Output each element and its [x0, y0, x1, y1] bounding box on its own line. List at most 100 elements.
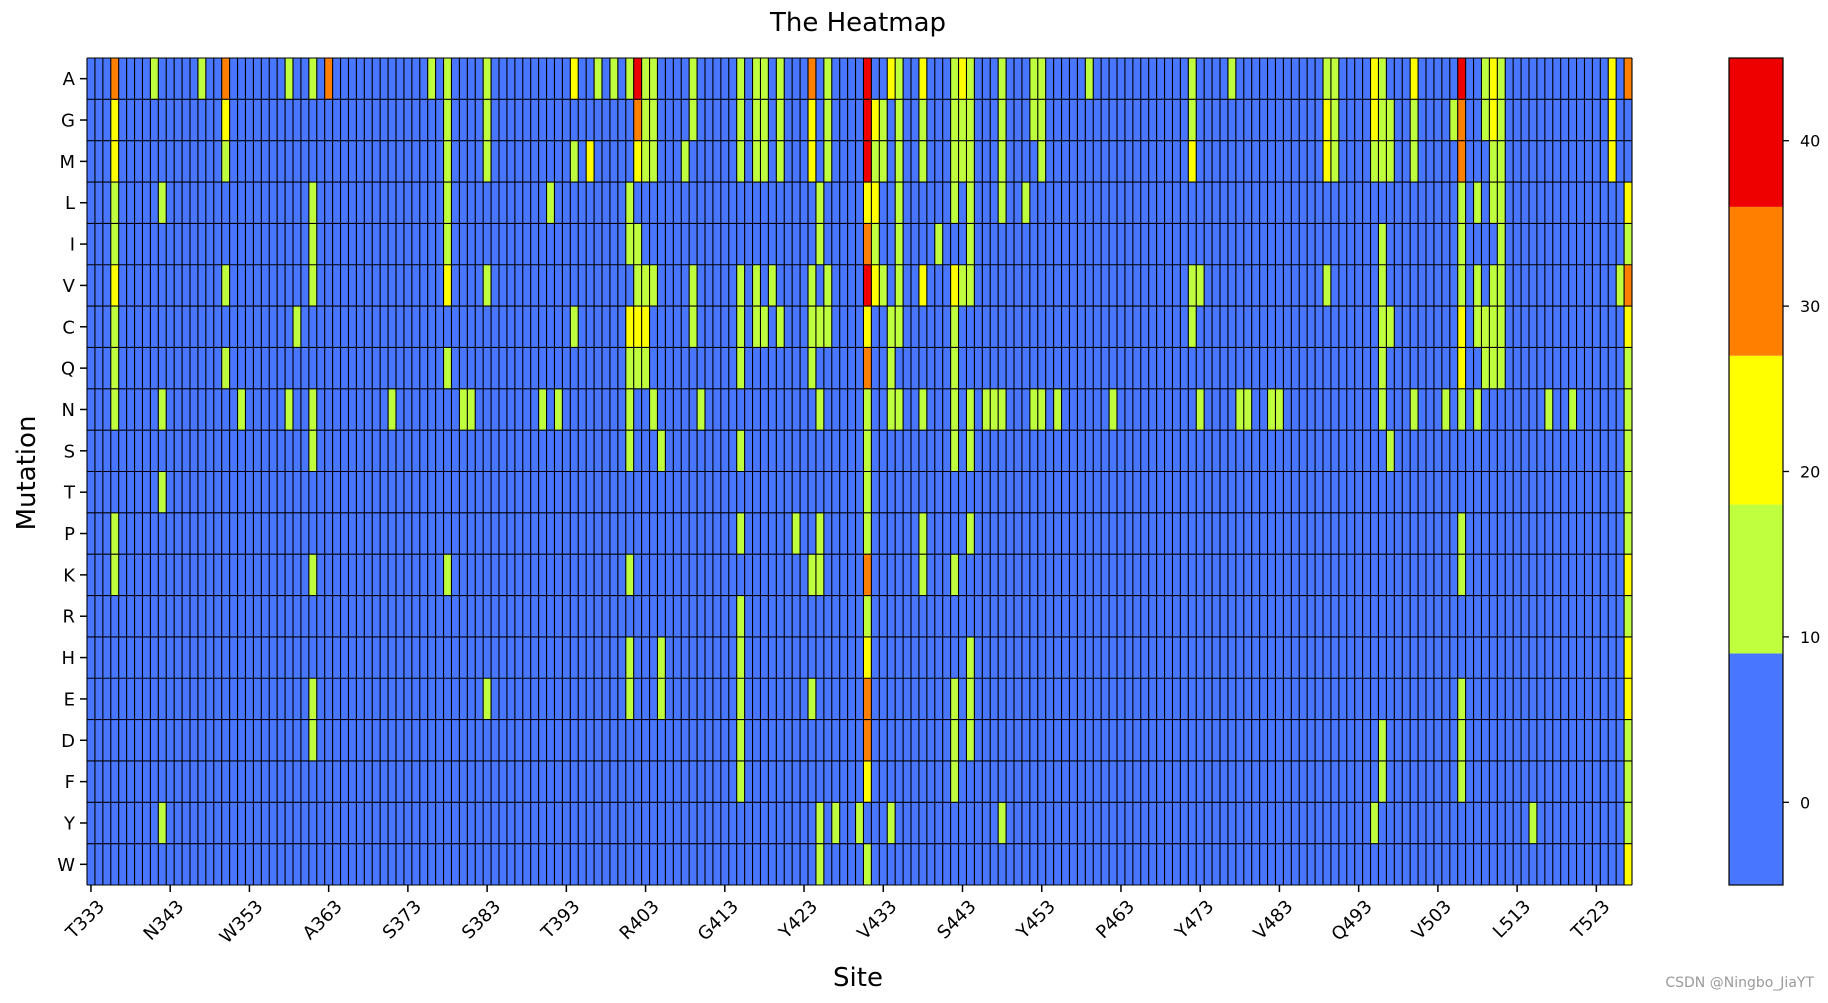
heatmap-cell-E-384	[491, 678, 500, 720]
heatmap-cell-N-337	[118, 388, 127, 431]
heatmap-cell-F-343	[166, 760, 175, 803]
heatmap-cell-D-418	[760, 719, 769, 762]
heatmap-cell-S-386	[506, 430, 516, 472]
heatmap-cell-D-510	[1489, 719, 1498, 762]
heatmap-cell-S-352	[237, 430, 246, 472]
heatmap-cell-R-467	[1148, 595, 1157, 638]
heatmap-cell-N-435	[895, 388, 904, 431]
heatmap-cell-G-518	[1552, 99, 1562, 142]
heatmap-cell-Y-367	[356, 802, 365, 844]
heatmap-cell-T-457	[1069, 471, 1078, 514]
heatmap-cell-N-516	[1536, 388, 1546, 431]
heatmap-cell-T-456	[1061, 471, 1070, 514]
heatmap-cell-P-469	[1164, 512, 1173, 555]
heatmap-cell-G-427	[831, 99, 841, 142]
heatmap-cell-C-381	[467, 306, 476, 348]
heatmap-cell-M-459	[1085, 140, 1094, 183]
heatmap-cell-W-498	[1394, 843, 1403, 886]
heatmap-cell-L-501	[1418, 182, 1427, 224]
heatmap-cell-H-366	[348, 636, 357, 679]
heatmap-cell-Q-506	[1457, 347, 1466, 390]
heatmap-cell-G-475	[1212, 99, 1221, 142]
heatmap-cell-W-336	[110, 843, 120, 886]
heatmap-cell-M-426	[823, 140, 833, 183]
heatmap-cell-P-443	[958, 512, 967, 555]
heatmap-cell-V-517	[1544, 264, 1554, 307]
heatmap-cell-W-406	[665, 843, 674, 886]
heatmap-cell-I-336	[110, 223, 120, 266]
heatmap-cell-T-354	[253, 471, 262, 514]
heatmap-cell-E-344	[174, 678, 183, 720]
heatmap-cell-K-505	[1449, 554, 1459, 596]
heatmap-cell-D-409	[689, 719, 698, 762]
heatmap-cell-L-490	[1330, 182, 1340, 224]
heatmap-cell-D-450	[1014, 719, 1023, 762]
heatmap-cell-R-445	[974, 595, 983, 638]
heatmap-cell-E-355	[261, 678, 270, 720]
heatmap-cell-R-475	[1212, 595, 1221, 638]
heatmap-cell-M-382	[475, 140, 484, 183]
heatmap-cell-V-441	[942, 264, 951, 307]
heatmap-cell-G-477	[1227, 99, 1237, 142]
heatmap-cell-S-478	[1235, 430, 1245, 472]
heatmap-cell-A-409	[689, 58, 698, 100]
heatmap-cell-F-352	[237, 760, 246, 803]
heatmap-cell-W-352	[237, 843, 246, 886]
heatmap-cell-W-446	[982, 843, 991, 886]
heatmap-cell-T-499	[1402, 471, 1411, 514]
heatmap-cell-L-493	[1354, 182, 1363, 224]
heatmap-cell-E-474	[1204, 678, 1213, 720]
heatmap-cell-P-433	[879, 512, 888, 555]
heatmap-cell-F-497	[1386, 760, 1395, 803]
heatmap-cell-G-431	[863, 99, 872, 142]
heatmap-cell-K-390	[538, 554, 547, 596]
heatmap-cell-G-409	[689, 99, 698, 142]
heatmap-cell-E-336	[110, 678, 120, 720]
heatmap-cell-P-490	[1330, 512, 1340, 555]
heatmap-cell-F-393	[562, 760, 571, 803]
heatmap-cell-S-409	[689, 430, 698, 472]
heatmap-cell-W-505	[1449, 843, 1459, 886]
heatmap-cell-K-362	[316, 554, 326, 596]
heatmap-cell-L-363	[324, 182, 333, 224]
heatmap-cell-S-342	[158, 430, 167, 472]
heatmap-cell-F-361	[308, 760, 318, 803]
heatmap-cell-C-479	[1243, 306, 1253, 348]
heatmap-cell-V-527	[1624, 264, 1633, 307]
heatmap-cell-Y-403	[641, 802, 650, 844]
y-tick-label-K: K	[63, 565, 76, 586]
heatmap-cell-Y-370	[380, 802, 389, 844]
heatmap-cell-F-452	[1029, 760, 1039, 803]
heatmap-cell-M-486	[1299, 140, 1308, 183]
heatmap-cell-R-473	[1196, 595, 1205, 638]
heatmap-cell-P-427	[831, 512, 841, 555]
heatmap-cell-E-430	[855, 678, 864, 720]
heatmap-cell-A-482	[1267, 58, 1276, 100]
heatmap-cell-Y-508	[1473, 802, 1482, 844]
heatmap-cell-C-333	[87, 306, 96, 348]
heatmap-cell-L-440	[934, 182, 944, 224]
heatmap-cell-I-463	[1117, 223, 1126, 266]
grid-lines	[86, 57, 1633, 886]
heatmap-cell-A-415	[736, 58, 745, 100]
heatmap-cell-P-393	[562, 512, 571, 555]
heatmap-cell-K-431	[863, 554, 872, 596]
heatmap-cell-I-433	[879, 223, 888, 266]
heatmap-cell-T-504	[1441, 471, 1451, 514]
heatmap-cell-F-344	[174, 760, 183, 803]
y-tick-label-Q: Q	[61, 359, 75, 380]
heatmap-cell-M-377	[435, 140, 444, 183]
heatmap-cell-H-384	[491, 636, 500, 679]
heatmap-cell-Q-424	[808, 347, 817, 390]
heatmap-cell-F-522	[1584, 760, 1593, 803]
heatmap-cell-G-444	[966, 99, 975, 142]
heatmap-cell-Y-344	[174, 802, 183, 844]
heatmap-cell-Y-414	[728, 802, 738, 844]
heatmap-cell-Q-477	[1227, 347, 1237, 390]
heatmap-cell-N-453	[1037, 388, 1047, 431]
heatmap-cell-I-396	[586, 223, 595, 266]
heatmap-cell-L-496	[1378, 182, 1387, 224]
heatmap-cell-Y-433	[879, 802, 888, 844]
heatmap-cell-R-450	[1014, 595, 1023, 638]
heatmap-cell-Y-514	[1521, 802, 1530, 844]
